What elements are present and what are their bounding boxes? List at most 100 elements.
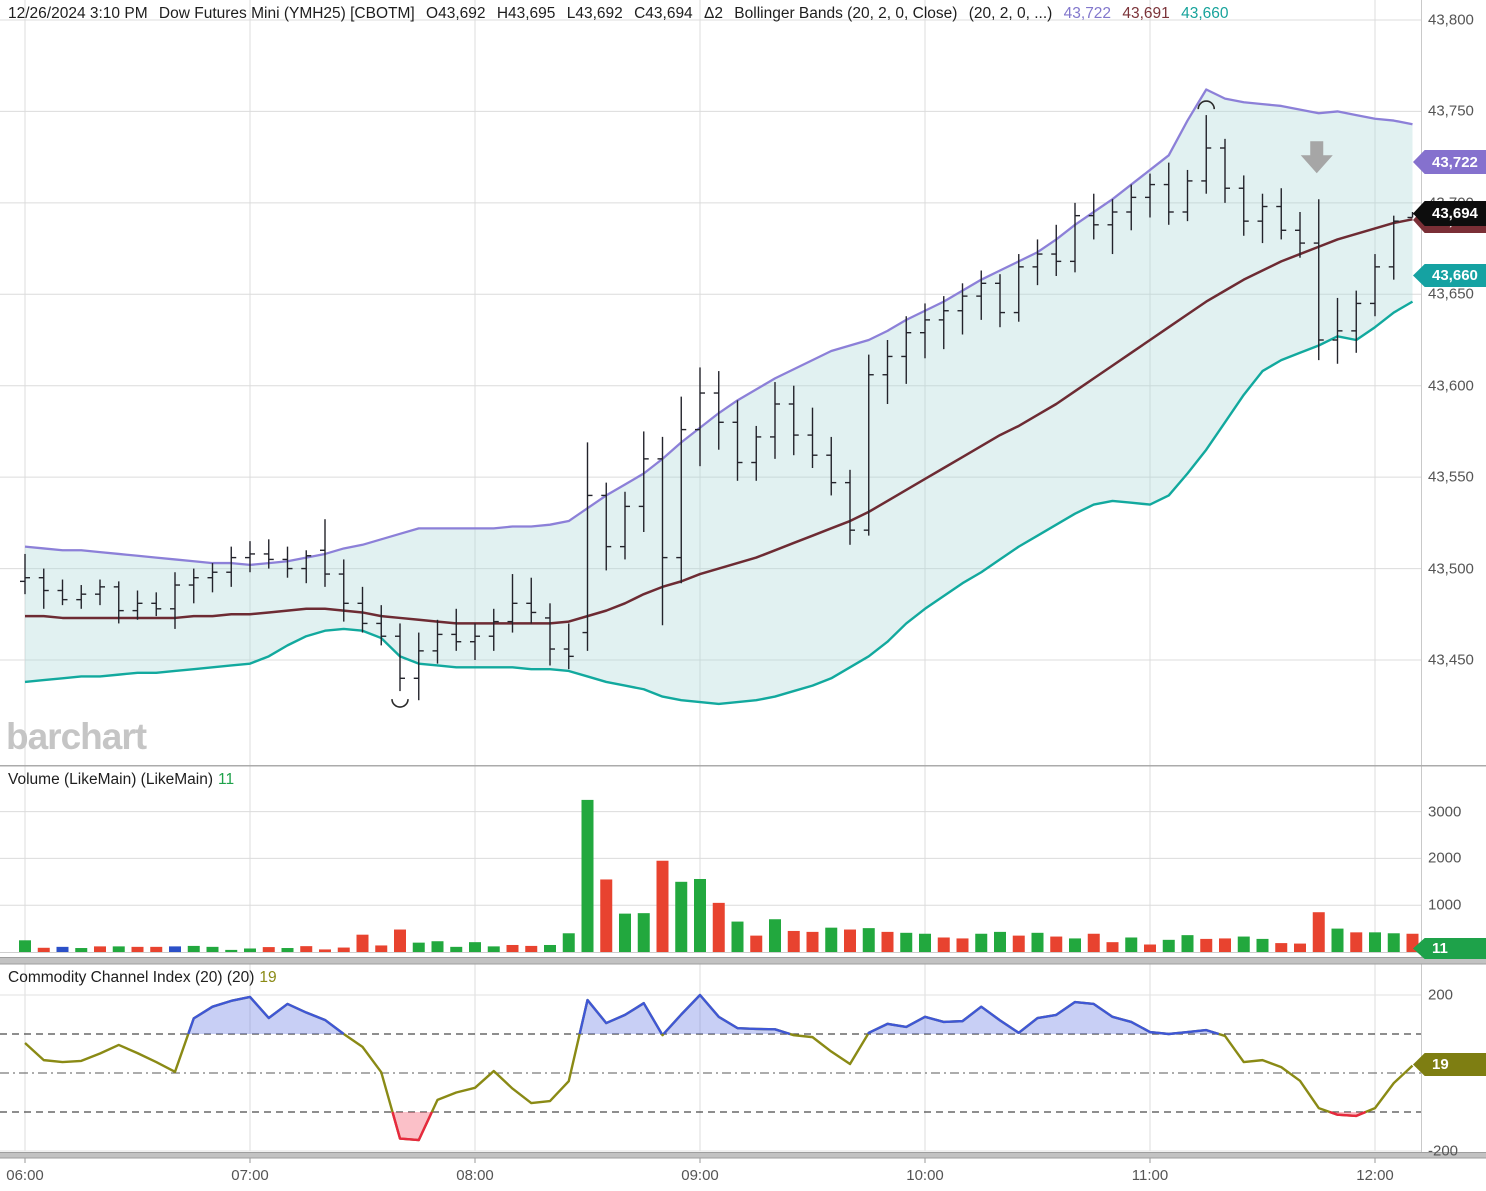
ohlc-bar [788, 385, 799, 456]
ohlc-bar [507, 574, 518, 633]
ohlc-bar [301, 550, 312, 584]
ohlc-bar [863, 354, 874, 536]
ohlc-bar [226, 546, 237, 587]
volume-bar [187, 945, 200, 952]
volume-bar [37, 947, 50, 952]
cci-badge: 19 [1413, 1053, 1486, 1076]
ohlc-bar [1370, 254, 1380, 317]
cci-line-oversold [1329, 1110, 1367, 1118]
volume-bar [75, 948, 88, 952]
ohlc-bar [1276, 188, 1287, 240]
volume-bar [675, 881, 688, 952]
volume-bar [1125, 937, 1138, 952]
volume-bar [1256, 938, 1269, 952]
volume-bar [787, 930, 800, 952]
ohlc-bar [751, 425, 762, 481]
volume-bar [131, 946, 144, 952]
volume-bar [262, 947, 275, 952]
ohlc-bar [1107, 199, 1118, 255]
ohlc-bar [920, 303, 930, 359]
volume-bar [562, 933, 575, 952]
ohlc-bar [1238, 175, 1249, 236]
volume-bar [56, 946, 69, 952]
ohlc-bar [1332, 297, 1343, 364]
ohlc-bar [1126, 184, 1137, 231]
ohlc-bar [526, 577, 537, 624]
ohlc-bar [432, 619, 443, 664]
ohlc-bar [1088, 193, 1099, 240]
volume-bar [844, 929, 856, 952]
volume-bar [150, 946, 163, 952]
price-badge-bb-upper: 43,722 [1413, 150, 1486, 174]
volume-bar [919, 933, 931, 952]
volume-bar [225, 949, 238, 952]
volume-bar [1275, 943, 1288, 952]
volume-bar [1350, 932, 1363, 952]
ohlc-bar [826, 436, 837, 496]
ohlc-bar [1351, 290, 1362, 353]
volume-bar [1312, 912, 1325, 952]
cci-line-overbought [662, 993, 791, 1036]
low-arc-marker [391, 698, 409, 708]
ohlc-bar [470, 623, 480, 660]
ohlc-bar [901, 316, 912, 384]
ohlc-bar [151, 592, 162, 617]
ohlc-bar [807, 407, 818, 468]
ohlc-bar [413, 632, 424, 701]
volume-bar [694, 878, 706, 952]
volume-bar [169, 946, 181, 952]
ohlc-bar [395, 623, 405, 692]
volume-bar [862, 928, 875, 952]
volume-bar [412, 942, 425, 952]
volume-bar [1012, 935, 1025, 952]
volume-bar [994, 931, 1006, 952]
volume-bar [525, 945, 538, 952]
volume-bar [1237, 936, 1250, 952]
volume-bar [1050, 936, 1063, 952]
ohlc-bar [732, 400, 743, 481]
panel-divider [0, 957, 1486, 964]
ohlc-bar [1013, 254, 1024, 322]
volume-badge-text: 11 [1432, 940, 1448, 957]
ohlc-bar [282, 546, 293, 578]
volume-bar [544, 944, 556, 952]
ohlc-bar [638, 431, 649, 532]
ohlc-bar [770, 382, 780, 459]
ohlc-bar [376, 605, 387, 646]
ohlc-bar [188, 568, 199, 604]
ohlc-bar [676, 396, 687, 584]
ohlc-bar [713, 371, 724, 450]
volume-bar [469, 942, 481, 952]
volume-bar [750, 935, 763, 952]
ohlc-bar [170, 572, 180, 629]
bb-lower-badge-text: 43,660 [1432, 267, 1478, 284]
cci-line-overbought [187, 995, 345, 1035]
volume-bar [112, 946, 125, 952]
ohlc-bar [1163, 162, 1174, 225]
volume-bar [337, 947, 350, 952]
ohlc-bar [76, 585, 87, 609]
ohlc-bar [207, 563, 218, 593]
volume-bar [731, 921, 744, 952]
volume-bar [506, 944, 519, 952]
volume-bar [1331, 928, 1344, 952]
ohlc-bar [38, 568, 49, 609]
ohlc-bar [1257, 193, 1268, 244]
volume-bar [375, 945, 388, 952]
cci-line-overbought [578, 998, 663, 1035]
ohlc-bar [1051, 224, 1062, 276]
bollinger-lower-line [24, 300, 1414, 706]
price-badge-bb-lower: 43,660 [1413, 264, 1486, 287]
volume-bar [1106, 942, 1119, 952]
bollinger-band-fill [25, 89, 1413, 704]
cci-line-oversold [391, 1111, 433, 1142]
volume-bar [1181, 935, 1194, 952]
volume-bar [1087, 933, 1100, 952]
panel-separator [0, 765, 1486, 767]
volume-bar [1219, 938, 1231, 952]
ohlc-bar [1295, 211, 1305, 258]
volume-bar [487, 946, 500, 952]
bb-upper-badge-text: 43,722 [1432, 153, 1478, 171]
ohlc-bar [245, 541, 255, 573]
